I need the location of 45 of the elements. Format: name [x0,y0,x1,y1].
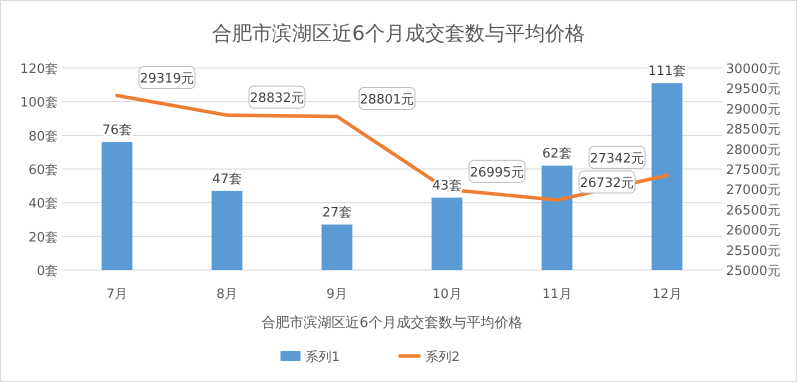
data-label: 26732元 [580,176,634,192]
y2-tick-label: 27000元 [726,183,780,198]
y-tick-label: 60套 [28,163,58,178]
bar [212,190,242,270]
data-label: 29319元 [140,72,194,87]
x-tick-label: 8月 [216,287,238,302]
data-label: 62套 [542,146,572,162]
y-tick-label: 100套 [20,96,58,111]
x-tick-label: 9月 [326,287,348,302]
legend-label: 系列2 [426,350,460,365]
y2-tick-label: 30000元 [726,62,780,77]
x-tick-label: 7月 [106,287,128,302]
y2-tick-label: 26000元 [726,224,780,239]
x-tick-label: 12月 [652,287,682,302]
y-tick-label: 40套 [28,196,58,212]
y2-tick-label: 28500元 [726,122,780,138]
data-label: 27342元 [590,151,644,166]
bar [432,198,462,270]
x-axis-title: 合肥市滨湖区近6个月成交套数与平均价格 [262,315,522,331]
data-label: 76套 [102,123,132,138]
bar [652,83,682,270]
x-tick-label: 10月 [432,287,462,302]
y2-tick-label: 29500元 [726,82,780,98]
y2-tick-label: 25500元 [726,244,780,259]
y2-tick-label: 25000元 [726,264,780,279]
bar [322,224,352,270]
chart-title: 合肥市滨湖区近6个月成交套数与平均价格 [212,21,585,45]
data-label: 28832元 [250,91,304,106]
y-tick-label: 0套 [36,264,58,279]
y-tick-label: 120套 [20,62,58,77]
y2-tick-label: 28000元 [726,142,780,158]
data-label: 47套 [212,172,242,187]
y2-tick-label: 26500元 [726,203,780,218]
y-tick-label: 80套 [28,129,58,144]
y2-tick-label: 27500元 [726,163,780,178]
bar [542,166,572,270]
y2-tick-label: 29000元 [726,102,780,118]
data-label: 111套 [648,64,686,80]
data-label: 27套 [322,206,352,221]
data-label: 26995元 [470,165,524,180]
y-tick-label: 20套 [28,230,58,246]
legend-label: 系列1 [306,350,340,365]
bar [102,142,132,270]
data-label: 28801元 [360,92,414,108]
x-tick-label: 11月 [542,287,572,302]
